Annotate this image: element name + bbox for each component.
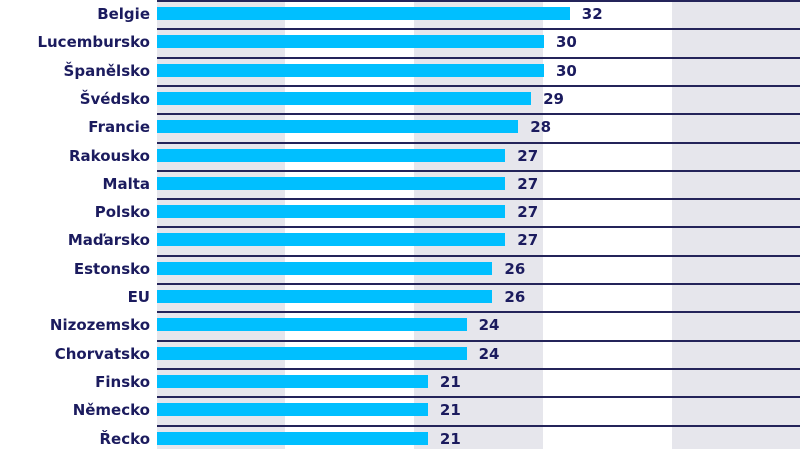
row-separator: [157, 198, 800, 201]
value-label: 27: [517, 174, 539, 193]
value-label: 32: [581, 5, 603, 23]
bar-row: EU 26: [0, 283, 800, 311]
bar-row: Nizozemsko 24: [0, 311, 800, 339]
category-label: Rakousko: [68, 146, 150, 165]
category-label: Řecko: [99, 429, 151, 448]
bar-row: Španělsko 30: [0, 56, 800, 85]
row-separator: [157, 141, 800, 144]
category-label: EU: [127, 288, 150, 306]
bar-row: Estonsko 26: [0, 254, 800, 283]
value-label: 26: [504, 288, 526, 306]
bar: [157, 205, 506, 219]
bar-row: Lucembursko 30: [0, 28, 800, 56]
bar-row: Francie 28: [0, 113, 800, 141]
bar: [157, 176, 506, 190]
row-separator: [157, 28, 800, 31]
value-label: 30: [556, 61, 577, 80]
bar-row: Polsko 27: [0, 198, 800, 226]
bar: [157, 120, 519, 134]
bar-row: Rakousko 27: [0, 141, 800, 170]
bar-row: Německo 21: [0, 396, 800, 424]
row-separator: [157, 254, 800, 257]
row-separator: [157, 311, 800, 314]
row-separator: [157, 283, 800, 285]
row-separator: [157, 169, 800, 172]
bar: [157, 346, 467, 360]
value-label: 30: [556, 33, 577, 52]
value-label: 21: [439, 372, 461, 391]
row-separator: [157, 424, 800, 427]
row-separator: [157, 84, 800, 87]
row-separator: [157, 56, 800, 59]
grid-band: [543, 0, 672, 449]
row-separator: [157, 113, 800, 116]
value-label: 21: [439, 429, 461, 448]
bar: [157, 290, 493, 303]
value-label: 27: [517, 231, 539, 250]
grid-band: [672, 0, 800, 449]
value-label: 27: [517, 146, 539, 165]
bar: [157, 233, 506, 247]
bar-row: Švédsko 29: [0, 84, 800, 113]
value-label: 24: [478, 316, 500, 335]
category-label: Belgie: [97, 5, 150, 23]
bar: [157, 35, 544, 49]
row-separator: [157, 0, 800, 2]
category-label: Lucembursko: [37, 33, 150, 52]
category-label: Francie: [88, 118, 150, 137]
bar: [157, 431, 428, 445]
bar: [157, 148, 506, 162]
row-separator: [157, 339, 800, 342]
value-label: 24: [478, 344, 500, 363]
category-label: Maďarsko: [67, 231, 150, 250]
category-label: Polsko: [94, 203, 150, 222]
bar: [157, 403, 428, 417]
value-label: 29: [543, 89, 564, 108]
category-label: Švédsko: [79, 89, 150, 108]
bar-row: Maďarsko 27: [0, 226, 800, 254]
category-label: Německo: [72, 401, 150, 420]
bar-row: Chorvatsko 24: [0, 339, 800, 368]
bar-row: Finsko 21: [0, 367, 800, 396]
value-label: 28: [530, 118, 552, 137]
category-label: Chorvatsko: [54, 344, 150, 363]
category-label: Španělsko: [63, 61, 150, 80]
value-label: 26: [504, 259, 526, 278]
bar: [157, 374, 428, 388]
row-separator: [157, 396, 800, 399]
bar-row: Řecko 21: [0, 424, 800, 453]
value-label: 21: [439, 401, 461, 420]
bar-row: Malta 27: [0, 169, 800, 198]
row-separator: [157, 226, 800, 229]
bar: [157, 261, 493, 275]
bar-row: Belgie 32: [0, 0, 800, 28]
category-label: Nizozemsko: [49, 316, 150, 335]
bar: [157, 63, 544, 77]
bar: [157, 318, 467, 332]
bar: [157, 7, 570, 20]
category-label: Malta: [102, 174, 150, 193]
row-separator: [157, 367, 800, 370]
value-label: 27: [517, 203, 539, 222]
category-label: Finsko: [95, 372, 150, 391]
category-label: Estonsko: [73, 259, 150, 278]
bar: [157, 91, 532, 105]
